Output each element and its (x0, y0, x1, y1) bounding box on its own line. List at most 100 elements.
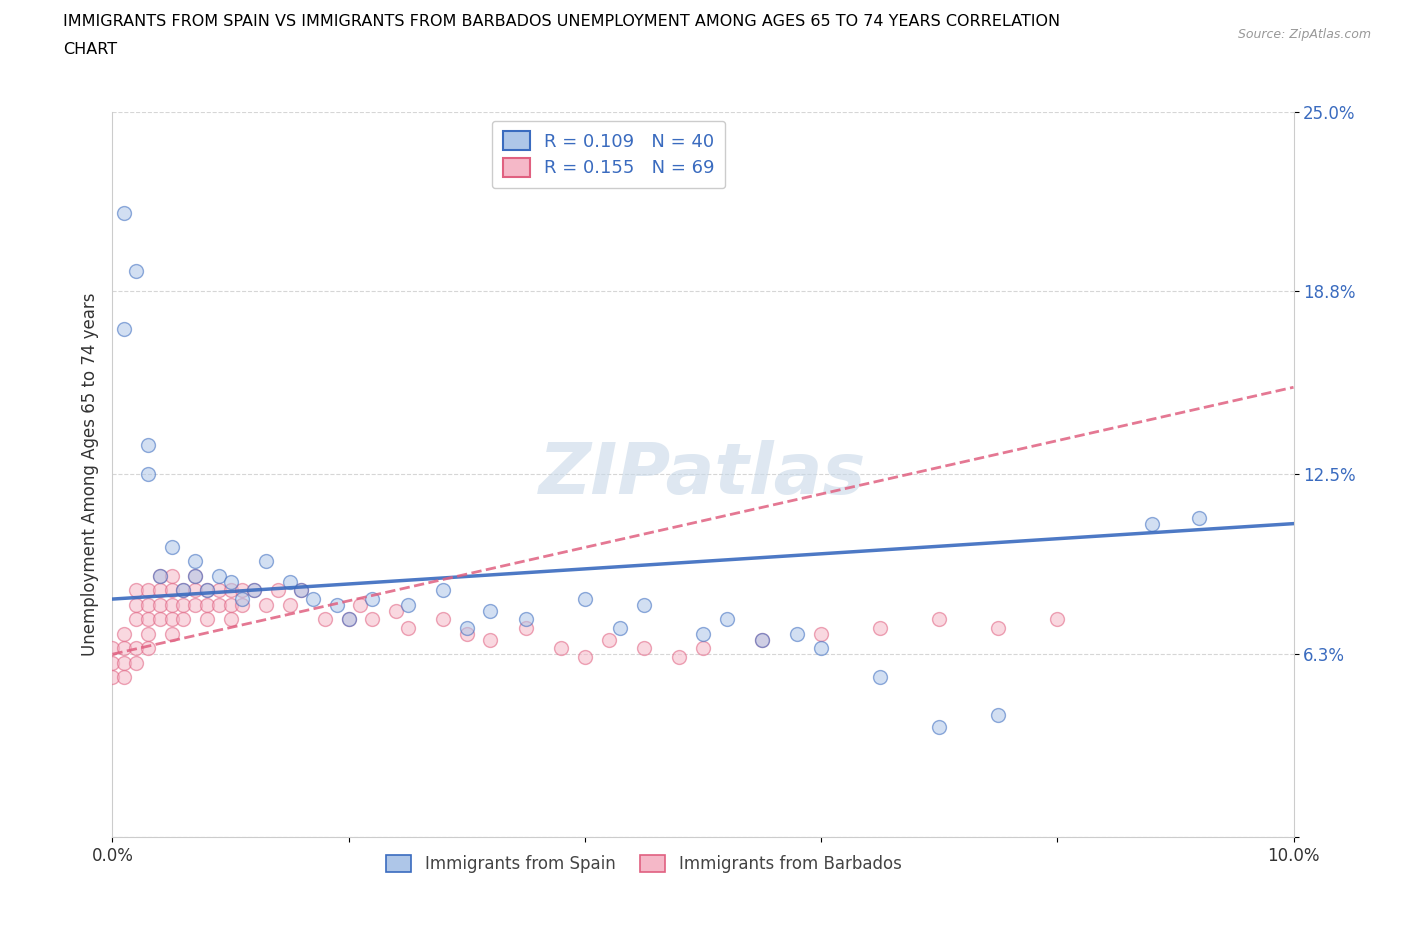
Point (1188, 511, 1211, 525)
Text: Source: ZipAtlas.com: Source: ZipAtlas.com (1237, 28, 1371, 41)
Point (184, 568, 207, 583)
Point (112, 656, 135, 671)
Point (432, 612, 454, 627)
Point (112, 627, 135, 642)
Point (125, 641, 148, 656)
Point (633, 641, 655, 656)
Point (149, 583, 172, 598)
Point (349, 597, 371, 612)
Point (125, 612, 148, 627)
Point (231, 597, 253, 612)
Point (208, 568, 231, 583)
Point (231, 591, 253, 606)
Text: CHART: CHART (63, 42, 117, 57)
Point (125, 264, 148, 279)
Point (987, 708, 1010, 723)
Point (136, 612, 159, 627)
Point (208, 583, 231, 598)
Point (1140, 516, 1163, 531)
Point (810, 641, 832, 656)
Point (160, 597, 183, 612)
Point (396, 620, 419, 635)
Point (633, 597, 655, 612)
Point (136, 438, 159, 453)
Point (751, 632, 773, 647)
Point (125, 583, 148, 598)
Point (326, 597, 349, 612)
Point (112, 641, 135, 656)
Point (172, 583, 194, 598)
Point (149, 568, 172, 583)
Point (125, 597, 148, 612)
Point (385, 604, 408, 618)
Point (184, 568, 207, 583)
Point (290, 583, 312, 598)
Point (432, 583, 454, 598)
Point (337, 612, 360, 627)
Point (195, 597, 218, 612)
Point (160, 539, 183, 554)
Point (515, 612, 537, 627)
Point (231, 583, 253, 598)
Text: ZIPatlas: ZIPatlas (540, 440, 866, 509)
Point (869, 670, 891, 684)
Point (396, 597, 419, 612)
Point (208, 597, 231, 612)
Point (786, 627, 808, 642)
Point (574, 591, 596, 606)
Point (184, 554, 207, 569)
Point (456, 627, 478, 642)
Point (195, 583, 218, 598)
Point (219, 597, 242, 612)
Text: IMMIGRANTS FROM SPAIN VS IMMIGRANTS FROM BARBADOS UNEMPLOYMENT AMONG AGES 65 TO : IMMIGRANTS FROM SPAIN VS IMMIGRANTS FROM… (63, 14, 1060, 29)
Point (219, 612, 242, 627)
Point (184, 597, 207, 612)
Point (267, 583, 290, 598)
Point (869, 620, 891, 635)
Point (515, 620, 537, 635)
Point (136, 627, 159, 642)
Point (149, 568, 172, 583)
Point (290, 583, 312, 598)
Point (219, 583, 242, 598)
Point (136, 583, 159, 598)
Point (184, 583, 207, 598)
Point (278, 574, 301, 589)
Point (598, 632, 620, 647)
Point (243, 583, 266, 598)
Point (456, 620, 478, 635)
Point (254, 554, 277, 569)
Point (243, 583, 266, 598)
Point (112, 670, 135, 684)
Point (810, 627, 832, 642)
Point (337, 612, 360, 627)
Point (692, 627, 714, 642)
Point (314, 612, 336, 627)
Point (172, 583, 194, 598)
Point (160, 568, 183, 583)
Point (136, 467, 159, 482)
Point (479, 632, 502, 647)
Point (692, 641, 714, 656)
Point (1046, 612, 1069, 627)
Point (751, 632, 773, 647)
Point (160, 627, 183, 642)
Point (172, 597, 194, 612)
Point (716, 612, 738, 627)
Point (112, 322, 135, 337)
Point (668, 650, 690, 665)
Point (112, 206, 135, 220)
Point (928, 719, 950, 734)
Point (219, 574, 242, 589)
Y-axis label: Unemployment Among Ages 65 to 74 years: Unemployment Among Ages 65 to 74 years (80, 293, 98, 656)
Point (195, 612, 218, 627)
Point (136, 641, 159, 656)
Point (149, 597, 172, 612)
Point (278, 597, 301, 612)
Point (361, 612, 384, 627)
Point (160, 612, 183, 627)
Point (928, 612, 950, 627)
Point (160, 583, 183, 598)
Point (550, 641, 572, 656)
Point (136, 597, 159, 612)
